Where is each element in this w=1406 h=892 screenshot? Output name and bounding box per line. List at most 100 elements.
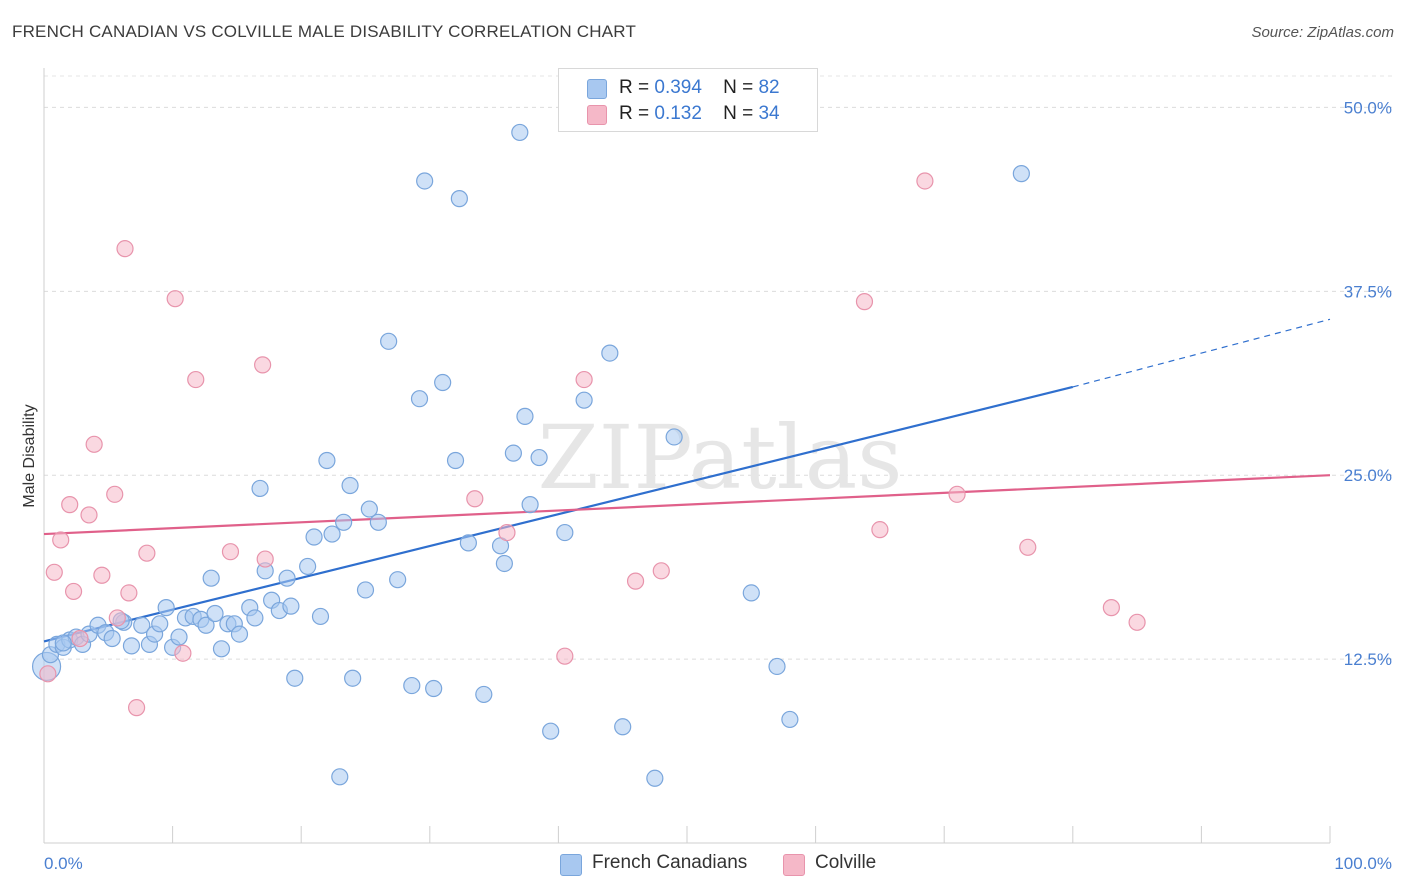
point-french-canadians xyxy=(251,479,269,498)
point-french-canadians xyxy=(360,500,378,518)
point-colville xyxy=(1102,599,1120,617)
point-french-canadians xyxy=(781,710,799,729)
point-french-canadians xyxy=(305,528,323,546)
x-tick-label: 0.0% xyxy=(44,854,83,873)
data-points xyxy=(31,123,1146,787)
point-french-canadians xyxy=(356,581,375,599)
point-colville xyxy=(45,563,63,581)
point-colville xyxy=(166,290,184,308)
point-french-canadians xyxy=(516,407,534,425)
point-colville xyxy=(138,544,156,562)
bottom-legend-swatch-french xyxy=(560,854,582,876)
legend-n-value: 82 xyxy=(758,77,780,98)
watermark: ZIPatlas xyxy=(538,406,903,509)
point-colville xyxy=(871,521,889,539)
point-french-canadians xyxy=(151,615,169,633)
point-colville xyxy=(466,490,484,508)
point-colville xyxy=(1128,613,1146,631)
bottom-legend-swatch-colville xyxy=(783,854,805,876)
point-colville xyxy=(120,584,138,602)
legend-n-label: N = xyxy=(723,77,754,98)
point-colville xyxy=(855,293,874,311)
point-french-canadians xyxy=(446,451,465,470)
point-colville xyxy=(652,562,670,580)
y-tick-label: 25.0% xyxy=(1344,466,1392,485)
point-colville xyxy=(106,485,124,503)
point-colville xyxy=(254,356,272,374)
point-colville xyxy=(93,566,111,584)
trend-line-french-canadians xyxy=(43,385,1074,643)
trend-line-extension xyxy=(1072,318,1331,388)
point-french-canadians xyxy=(601,344,619,362)
point-french-canadians xyxy=(122,637,141,655)
point-french-canadians xyxy=(341,476,359,495)
point-french-canadians xyxy=(380,332,398,350)
point-colville xyxy=(39,665,57,683)
y-tick-label: 50.0% xyxy=(1344,98,1392,117)
point-french-canadians xyxy=(665,428,683,446)
point-french-canadians xyxy=(459,534,477,552)
point-french-canadians xyxy=(54,634,72,652)
point-french-canadians xyxy=(389,571,407,589)
legend-r-value: 0.394 xyxy=(654,77,702,98)
point-french-canadians xyxy=(504,444,522,462)
point-french-canadians xyxy=(646,769,664,787)
point-colville xyxy=(948,485,966,503)
point-french-canadians xyxy=(475,685,493,704)
point-colville xyxy=(174,644,192,662)
point-french-canadians xyxy=(742,584,760,602)
bottom-legend-label-colville: Colville xyxy=(815,852,877,873)
trend-lines xyxy=(43,318,1331,643)
point-french-canadians xyxy=(206,604,224,623)
point-french-canadians xyxy=(318,451,336,470)
point-french-canadians xyxy=(575,391,593,409)
point-french-canadians xyxy=(530,448,548,467)
point-colville xyxy=(556,647,574,665)
point-french-canadians xyxy=(170,628,188,646)
point-french-canadians xyxy=(768,657,786,676)
point-french-canadians xyxy=(286,669,304,687)
legend-n-label: N = xyxy=(723,103,754,124)
point-colville xyxy=(1019,538,1037,556)
point-french-canadians xyxy=(416,172,434,190)
point-french-canadians xyxy=(511,123,529,142)
y-axis-title: Male Disability xyxy=(21,404,38,507)
point-colville xyxy=(108,609,126,627)
point-colville xyxy=(85,435,103,453)
point-french-canadians xyxy=(311,607,330,626)
point-french-canadians xyxy=(133,616,151,634)
point-colville xyxy=(498,523,516,542)
trend-line-colville xyxy=(43,474,1331,536)
tick-labels: 12.5% 25.0% 37.5% 50.0% 0.0% 100.0% xyxy=(44,98,1392,873)
point-french-canadians xyxy=(403,676,421,695)
point-french-canadians xyxy=(344,669,362,687)
point-colville xyxy=(127,699,146,717)
point-french-canadians xyxy=(246,609,264,627)
source-credit: Source: ZipAtlas.com xyxy=(1251,24,1394,41)
point-french-canadians xyxy=(495,554,513,573)
point-french-canadians xyxy=(556,523,574,542)
point-french-canadians xyxy=(410,390,429,408)
point-french-canadians xyxy=(103,629,121,648)
chart-title: FRENCH CANADIAN VS COLVILLE MALE DISABIL… xyxy=(12,22,637,41)
point-french-canadians xyxy=(278,569,296,587)
point-french-canadians xyxy=(1012,165,1030,183)
bottom-legend-label-french: French Canadians xyxy=(592,852,748,873)
point-french-canadians xyxy=(335,513,353,531)
legend-r-label: R = xyxy=(619,103,650,124)
point-french-canadians xyxy=(157,599,175,617)
point-french-canadians xyxy=(369,513,387,531)
point-colville xyxy=(64,582,83,601)
point-colville xyxy=(71,629,89,648)
grid-lines xyxy=(44,75,1394,660)
point-french-canadians xyxy=(434,373,452,392)
point-colville xyxy=(116,240,134,258)
point-colville xyxy=(256,550,274,568)
point-french-canadians xyxy=(542,722,560,740)
legend-swatch-french xyxy=(587,79,607,99)
point-colville xyxy=(626,572,645,590)
point-french-canadians xyxy=(323,525,341,543)
point-french-canadians xyxy=(282,597,300,615)
x-tick-label: 100.0% xyxy=(1334,854,1392,873)
